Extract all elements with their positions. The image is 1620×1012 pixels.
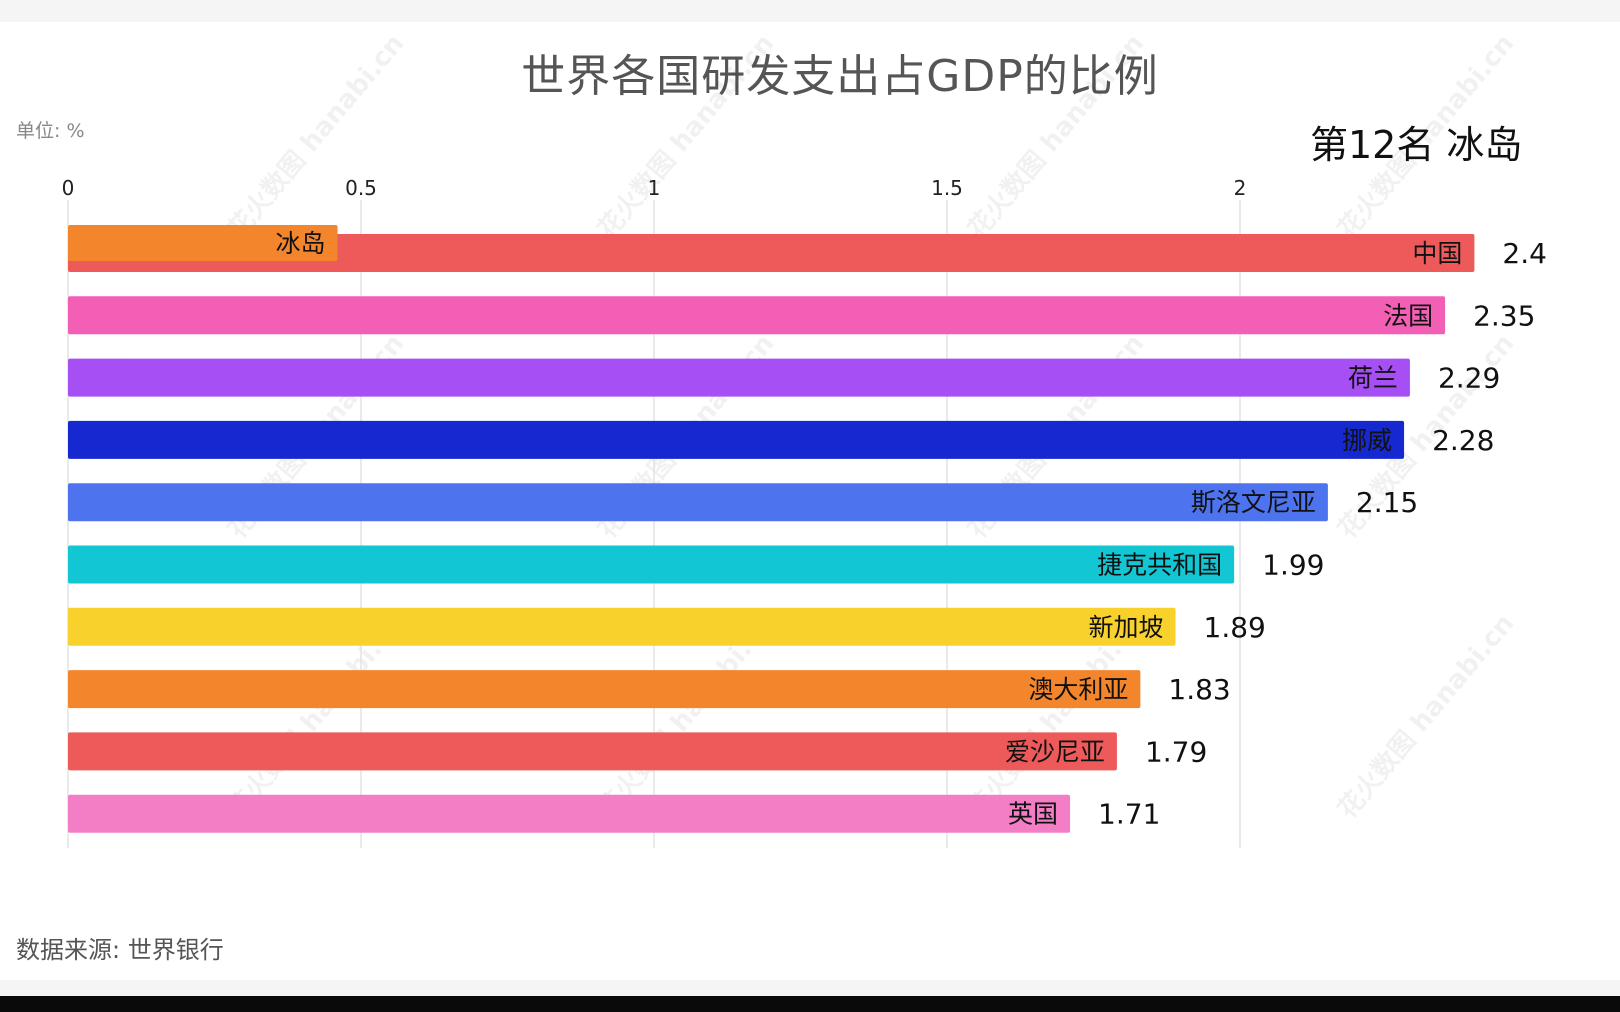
bar	[68, 732, 1117, 771]
bar	[68, 607, 1176, 646]
bar-category-label: 中国	[1412, 239, 1462, 268]
bar	[68, 420, 1405, 459]
x-tick-label: 1.5	[931, 176, 963, 200]
bar-category-label: 捷克共和国	[1097, 551, 1222, 580]
bar	[68, 358, 1410, 397]
x-tick-label: 2	[1234, 176, 1247, 200]
bar	[68, 483, 1328, 522]
bar-category-label: 荷兰	[1348, 364, 1398, 393]
unit-label: 单位: %	[16, 120, 85, 142]
bar-category-label: 爱沙尼亚	[1005, 737, 1105, 766]
bar-category-label: 英国	[1008, 800, 1058, 829]
x-tick-label: 1	[648, 176, 661, 200]
watermark: 花火数图 hanabi.cn	[1332, 609, 1520, 825]
bar-category-label: 新加坡	[1089, 613, 1164, 642]
x-tick-label: 0	[62, 176, 75, 200]
bar-category-label: 澳大利亚	[1028, 675, 1128, 704]
watermark: 花火数图 hanabi.cn	[962, 29, 1150, 245]
rank-label: 第12名 冰岛	[1310, 123, 1523, 167]
bar-value-label: 1.89	[1204, 611, 1266, 644]
player-bottom-bar	[0, 996, 1620, 1012]
bar-category-label: 挪威	[1342, 426, 1392, 455]
watermark: 花火数图 hanabi.cn	[592, 29, 780, 245]
bar-value-label: 1.83	[1168, 673, 1230, 706]
watermark: 花火数图 hanabi.cn	[222, 29, 410, 245]
bar	[68, 296, 1446, 335]
bar-category-label: 法国	[1383, 301, 1433, 330]
chart-title: 世界各国研发支出占GDP的比例	[521, 51, 1159, 102]
bar-value-label: 2.29	[1438, 362, 1500, 395]
entering-bar	[68, 225, 338, 261]
bar	[68, 545, 1235, 584]
bar-value-label: 2.4	[1502, 237, 1547, 270]
entering-bar-label: 冰岛	[276, 229, 326, 258]
bar	[68, 234, 1475, 272]
bar	[68, 794, 1071, 833]
bar-value-label: 2.28	[1432, 424, 1494, 457]
bar-value-label: 1.71	[1098, 798, 1160, 831]
bar-value-label: 1.99	[1262, 549, 1324, 582]
bar-value-label: 2.15	[1356, 486, 1418, 519]
x-tick-label: 0.5	[345, 176, 377, 200]
bar-category-label: 斯洛文尼亚	[1191, 488, 1316, 517]
source-label: 数据来源: 世界银行	[16, 936, 224, 964]
bar-value-label: 1.79	[1145, 735, 1207, 768]
bar	[68, 670, 1141, 709]
watermark: 花火数图 hanabi.cn	[1332, 29, 1520, 245]
bar-value-label: 2.35	[1473, 299, 1535, 332]
